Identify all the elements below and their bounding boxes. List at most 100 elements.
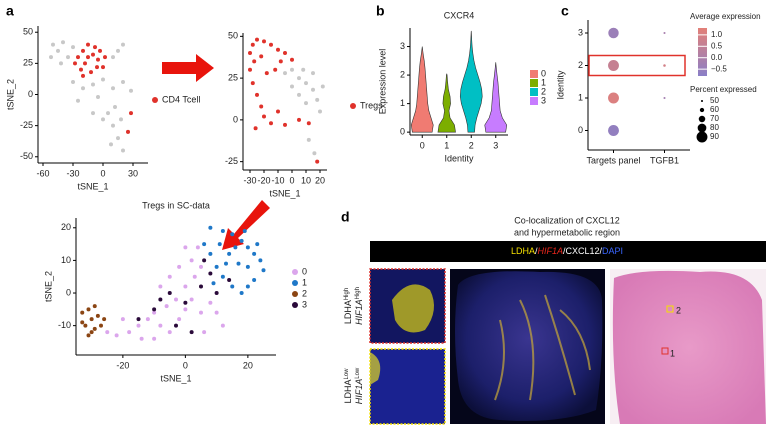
point xyxy=(76,55,80,60)
banner-part: LDHA xyxy=(511,246,535,256)
size-label: 70 xyxy=(710,114,719,123)
y-tick-label: 25 xyxy=(228,72,238,82)
point xyxy=(306,121,311,126)
x-tick-label: 20 xyxy=(315,175,325,185)
point xyxy=(297,117,301,122)
x-tick-label: -30 xyxy=(243,175,256,185)
point xyxy=(262,114,266,119)
point xyxy=(101,117,105,122)
point xyxy=(73,61,77,66)
point xyxy=(129,111,133,116)
point xyxy=(145,317,150,322)
point xyxy=(208,251,213,256)
banner-text: LDHA/HIF1A/CXCL12/DAPI xyxy=(511,246,623,256)
point xyxy=(245,245,250,250)
point xyxy=(174,323,178,328)
legend-label: 2 xyxy=(302,288,307,298)
legend-label: 3 xyxy=(541,95,546,105)
colorbar-label: 0.5 xyxy=(711,41,723,50)
x-tick-label: Targets panel xyxy=(586,155,640,165)
size-swatch xyxy=(700,99,704,103)
point xyxy=(83,61,87,66)
point xyxy=(116,136,120,141)
y-tick-label: 0 xyxy=(578,125,583,135)
point xyxy=(230,284,235,289)
y-tick-label: 50 xyxy=(228,31,238,41)
point xyxy=(139,336,144,341)
dot xyxy=(663,96,666,100)
point xyxy=(86,55,90,60)
y-tick-label: 3 xyxy=(578,27,583,37)
point xyxy=(92,304,97,309)
y-tick-label: 20 xyxy=(61,222,71,232)
y-tick-label: 10 xyxy=(61,255,71,265)
title: and hypermetabolic region xyxy=(514,227,620,237)
chart-title: Tregs in SC-data xyxy=(142,200,210,210)
size-label: 80 xyxy=(710,123,719,132)
point xyxy=(297,76,301,81)
panel-d: Co-localization of CXCL12 and hypermetab… xyxy=(343,215,766,425)
point xyxy=(259,104,264,109)
point xyxy=(121,80,125,85)
point xyxy=(227,251,232,256)
point xyxy=(252,277,257,282)
point xyxy=(183,245,188,250)
legend-label: Tregs xyxy=(360,100,383,110)
point xyxy=(264,71,269,76)
point xyxy=(129,88,133,93)
point xyxy=(245,284,250,289)
point xyxy=(56,48,60,53)
point xyxy=(195,245,200,250)
point xyxy=(276,47,280,52)
y-tick-label: -25 xyxy=(225,156,238,166)
point xyxy=(167,274,172,279)
x-tick-label: 2 xyxy=(469,140,474,150)
y-axis-label: Expression level xyxy=(377,49,387,115)
legend-label: 2 xyxy=(541,86,546,96)
legend-swatch xyxy=(350,103,356,109)
point xyxy=(183,307,188,312)
point xyxy=(315,159,320,164)
x-tick-label: -60 xyxy=(36,168,49,178)
dot xyxy=(608,27,619,39)
point xyxy=(167,291,172,296)
legend-label: 3 xyxy=(302,299,307,309)
point xyxy=(245,264,250,269)
point xyxy=(230,232,235,237)
point xyxy=(81,86,85,91)
point xyxy=(202,258,207,263)
dot xyxy=(608,125,619,136)
point xyxy=(119,117,123,122)
x-axis-label: Identity xyxy=(444,153,474,163)
y-axis-label: tSNE_2 xyxy=(43,271,53,302)
point xyxy=(208,271,213,276)
point xyxy=(177,264,182,269)
colorbar xyxy=(698,28,707,76)
banner xyxy=(370,241,766,262)
point xyxy=(199,310,203,315)
violin xyxy=(410,46,434,133)
y-tick-label: 0 xyxy=(66,287,71,297)
point xyxy=(99,323,103,328)
x-axis-label: tSNE_1 xyxy=(160,373,191,383)
point xyxy=(93,45,97,50)
point xyxy=(121,148,125,153)
point xyxy=(255,37,259,42)
violin xyxy=(459,30,483,133)
point xyxy=(86,42,90,47)
point xyxy=(113,104,117,109)
point xyxy=(106,111,110,116)
legend-label: CD4 Tcell xyxy=(162,94,200,104)
region-box xyxy=(666,305,674,313)
point xyxy=(269,121,273,126)
point xyxy=(127,330,132,335)
point xyxy=(301,67,306,72)
dot xyxy=(608,60,619,71)
arrow xyxy=(222,200,270,250)
legend-swatch xyxy=(292,269,298,275)
size-swatch xyxy=(696,131,708,143)
point xyxy=(189,297,194,302)
point xyxy=(116,48,120,53)
point xyxy=(297,92,301,97)
point xyxy=(49,55,53,60)
